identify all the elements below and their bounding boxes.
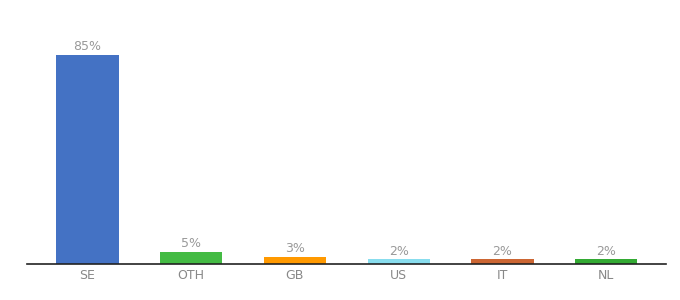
Bar bbox=[575, 259, 637, 264]
Text: 5%: 5% bbox=[181, 238, 201, 250]
Text: 85%: 85% bbox=[73, 40, 101, 53]
Text: 3%: 3% bbox=[285, 242, 305, 255]
Bar bbox=[471, 259, 534, 264]
Bar bbox=[56, 55, 118, 264]
Bar bbox=[160, 252, 222, 264]
Text: 2%: 2% bbox=[492, 245, 513, 258]
Text: 2%: 2% bbox=[389, 245, 409, 258]
Bar bbox=[264, 256, 326, 264]
Text: 2%: 2% bbox=[596, 245, 616, 258]
Bar bbox=[368, 259, 430, 264]
